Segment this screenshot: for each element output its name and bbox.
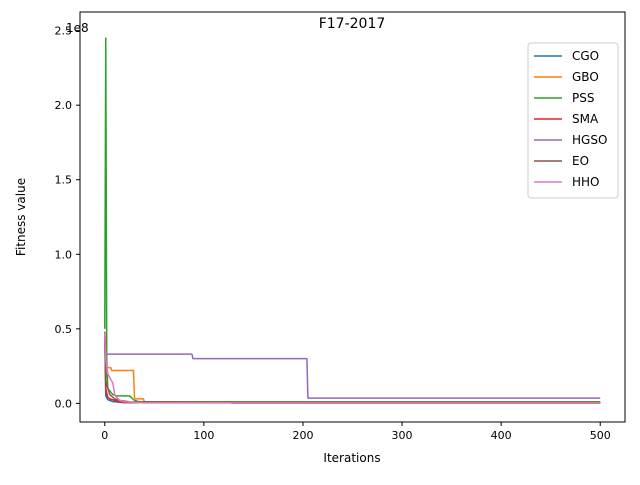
y-offset-text: 1e8 bbox=[66, 21, 89, 35]
y-tick-label: 1.0 bbox=[55, 248, 73, 261]
x-tick-label: 200 bbox=[292, 429, 313, 442]
y-tick-label: 1.5 bbox=[55, 174, 73, 187]
legend-label-sma: SMA bbox=[572, 112, 599, 126]
legend-label-hgso: HGSO bbox=[572, 133, 607, 147]
legend-box bbox=[527, 42, 619, 199]
x-tick-label: 500 bbox=[590, 429, 611, 442]
y-tick-label: 2.5 bbox=[55, 25, 73, 38]
legend-label-gbo: GBO bbox=[572, 70, 599, 84]
x-axis: 0 100 200 300 400 500 bbox=[101, 422, 611, 442]
legend-label-cgo: CGO bbox=[572, 49, 599, 63]
series-line-hho bbox=[104, 333, 601, 404]
x-tick-label: 400 bbox=[491, 429, 512, 442]
x-tick-label: 100 bbox=[193, 429, 214, 442]
legend-label-pss: PSS bbox=[572, 91, 594, 105]
legend-label-eo: EO bbox=[572, 154, 589, 168]
legend-label-hho: HHO bbox=[572, 175, 600, 189]
y-tick-label: 0.0 bbox=[55, 397, 73, 410]
axes-frame bbox=[79, 11, 626, 423]
x-tick-label: 300 bbox=[392, 429, 413, 442]
legend: CGO GBO PSS SMA HGSO EO HHO bbox=[527, 42, 619, 199]
chart-title: F17-2017 bbox=[319, 16, 386, 32]
series-line-sma bbox=[104, 331, 601, 404]
y-axis-label: Fitness value bbox=[14, 178, 28, 256]
x-tick-label: 0 bbox=[101, 429, 108, 442]
x-axis-label: Iterations bbox=[323, 451, 380, 465]
y-tick-label: 0.5 bbox=[55, 323, 73, 336]
y-tick-label: 2.0 bbox=[55, 99, 73, 112]
y-axis: 0.0 0.5 1.0 1.5 2.0 2.5 bbox=[55, 25, 80, 410]
series-lines bbox=[104, 37, 601, 404]
